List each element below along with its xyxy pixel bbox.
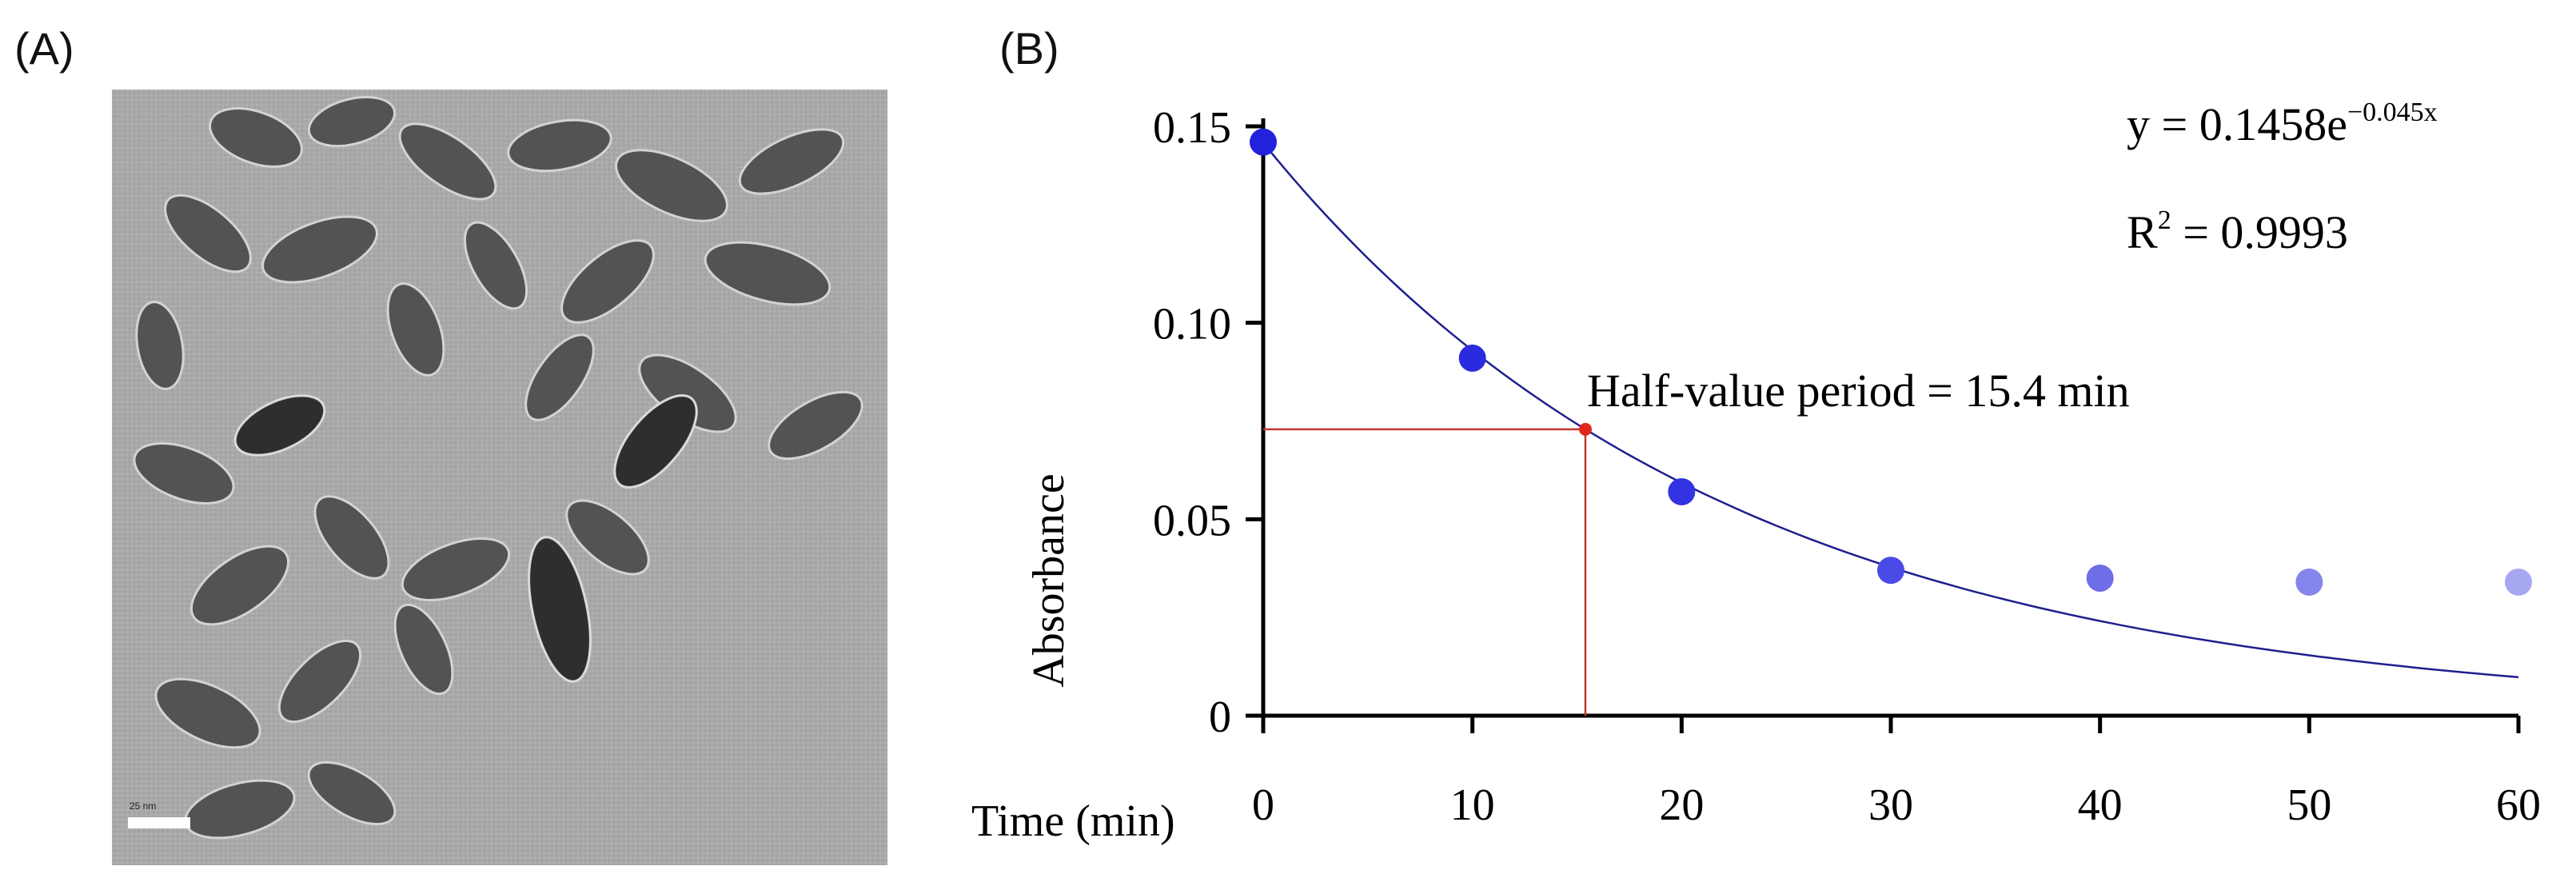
data-point [1877,557,1904,585]
y-tick-label: 0.05 [1153,496,1231,545]
x-tick-label: 10 [1450,780,1495,830]
data-point [2086,565,2114,593]
fit-equation: y = 0.1458e−0.045x [2127,98,2438,150]
tem-micrograph: 25 nm [112,90,887,865]
data-points [1250,128,2532,596]
x-tick-label: 50 [2287,780,2331,830]
data-point [2295,568,2323,596]
y-tick-label: 0.15 [1153,103,1231,153]
scale-bar [128,817,190,828]
half-value-label: Half-value period = 15.4 min [1587,365,2130,417]
data-point [1250,128,1277,156]
half-value-guides [1263,422,1592,716]
y-tick-label: 0 [1209,692,1231,742]
x-tick-label: 40 [2078,780,2123,830]
panel-label-a: (A) [14,23,74,74]
x-tick-label: 20 [1659,780,1704,830]
half-value-marker [1578,422,1592,436]
x-tick-label: 0 [1252,780,1274,830]
tem-particles: 25 nm [112,90,887,865]
x-tick-label: 60 [2496,780,2541,830]
data-point [1458,344,1486,372]
data-point [1668,477,1696,505]
scale-bar-label: 25 nm [130,800,156,812]
x-tick-label: 30 [1868,780,1913,830]
data-point [2505,568,2532,596]
y-tick-label: 0.10 [1153,300,1231,349]
y-axis-label: Absorbance [1024,473,1074,687]
x-axis-label: Time (min) [971,796,1175,846]
chart-ticks: 0 10 20 30 40 50 60 0 0.05 0.10 0.15 [1153,103,2541,830]
panel-label-b: (B) [999,23,1059,74]
r-squared: R2 = 0.9993 [2127,206,2348,258]
